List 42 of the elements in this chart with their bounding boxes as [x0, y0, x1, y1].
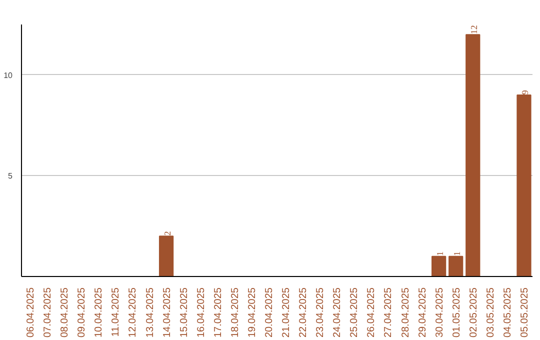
x-tick-label: 15.04.2025 [178, 287, 190, 338]
x-tick-label: 30.04.2025 [434, 287, 446, 338]
x-tick-label: 28.04.2025 [400, 287, 412, 338]
x-tick-label: 05.05.2025 [519, 287, 530, 338]
x-tick-label: 21.04.2025 [281, 287, 292, 338]
x-tick-label: 22.04.2025 [298, 287, 310, 338]
x-tick-label: 23.04.2025 [315, 287, 326, 338]
x-tick-label: 24.04.2025 [332, 287, 344, 338]
data-label: 12 [468, 25, 479, 34]
y-tick-label: 5 [8, 172, 14, 181]
x-tick-label: 04.05.2025 [502, 287, 514, 338]
x-tick-label: 06.04.2025 [26, 287, 37, 338]
x-tick-label: 18.04.2025 [230, 287, 241, 338]
bar [466, 34, 480, 276]
x-tick-label: 20.04.2025 [264, 287, 275, 338]
x-tick-label: 02.05.2025 [468, 287, 480, 338]
bar [516, 94, 532, 276]
bar [448, 256, 464, 276]
x-tick-label: 01.05.2025 [451, 287, 462, 338]
data-label: 1 [434, 251, 445, 256]
x-tick-label: 10.04.2025 [94, 287, 105, 338]
x-tick-label: 09.04.2025 [76, 287, 88, 338]
x-tick-label: 27.04.2025 [383, 287, 394, 338]
bar [158, 236, 174, 276]
x-tick-label: 08.04.2025 [60, 287, 71, 338]
x-tick-label: 13.04.2025 [144, 287, 156, 338]
x-tick-label: 11.04.2025 [110, 287, 122, 337]
x-tick-label: 12.04.2025 [128, 287, 139, 338]
x-tick-label: 03.05.2025 [485, 287, 496, 338]
data-label: 1 [452, 251, 462, 256]
x-tick-label: 26.04.2025 [366, 287, 378, 338]
y-tick-label: 10 [4, 70, 14, 80]
data-label: 9 [520, 90, 530, 95]
x-tick-label: 07.04.2025 [42, 287, 54, 338]
bar [432, 256, 446, 276]
x-tick-label: 29.04.2025 [417, 287, 428, 338]
x-tick-label: 14.04.2025 [162, 287, 173, 338]
x-tick-label: 17.04.2025 [212, 287, 224, 338]
x-tick-label: 19.04.2025 [246, 287, 258, 338]
data-label: 2 [162, 231, 172, 236]
x-tick-label: 16.04.2025 [196, 287, 207, 338]
x-tick-label: 25.04.2025 [349, 287, 360, 338]
